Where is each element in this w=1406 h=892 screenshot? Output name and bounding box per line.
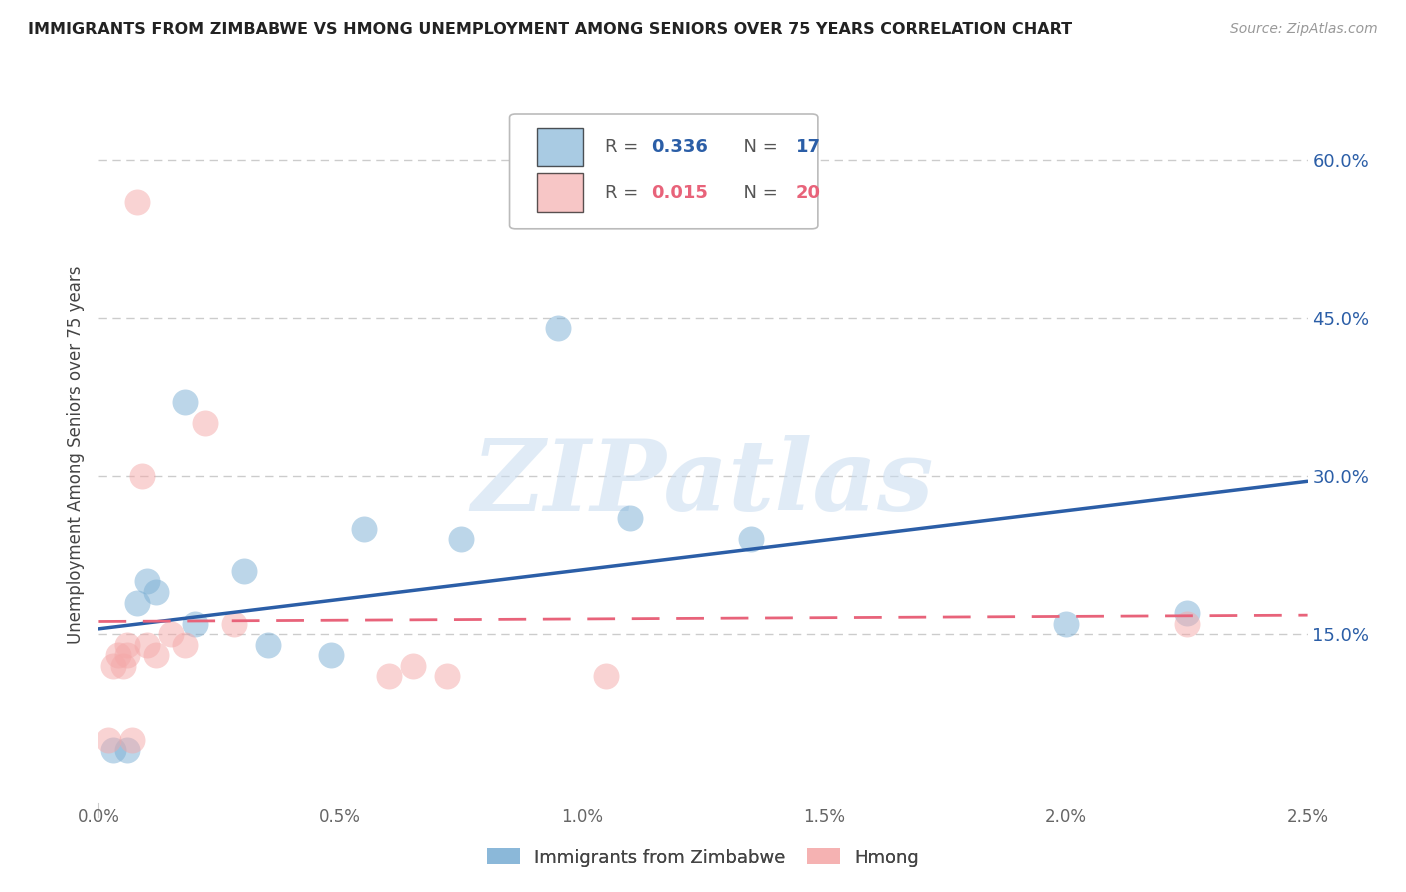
Point	[135, 574, 157, 589]
Point	[117, 648, 139, 663]
Text: 0.015: 0.015	[651, 184, 707, 202]
Point	[402, 658, 425, 673]
Point	[595, 669, 617, 683]
Point	[319, 648, 342, 663]
FancyBboxPatch shape	[509, 114, 818, 229]
Text: ZIPatlas: ZIPatlas	[472, 434, 934, 531]
Point	[101, 743, 124, 757]
Point	[145, 648, 167, 663]
Point	[232, 564, 254, 578]
Point	[194, 417, 217, 431]
Point	[740, 533, 762, 547]
Point	[131, 469, 153, 483]
Text: Source: ZipAtlas.com: Source: ZipAtlas.com	[1230, 22, 1378, 37]
FancyBboxPatch shape	[537, 173, 583, 211]
Point	[184, 616, 207, 631]
Point	[174, 395, 197, 409]
Point	[145, 585, 167, 599]
Point	[353, 522, 375, 536]
Point	[121, 732, 143, 747]
Point	[1175, 616, 1198, 631]
FancyBboxPatch shape	[537, 128, 583, 166]
Y-axis label: Unemployment Among Seniors over 75 years: Unemployment Among Seniors over 75 years	[66, 266, 84, 644]
Point	[174, 638, 197, 652]
Point	[619, 511, 641, 525]
Text: IMMIGRANTS FROM ZIMBABWE VS HMONG UNEMPLOYMENT AMONG SENIORS OVER 75 YEARS CORRE: IMMIGRANTS FROM ZIMBABWE VS HMONG UNEMPL…	[28, 22, 1073, 37]
Text: 17: 17	[796, 137, 821, 156]
Point	[436, 669, 458, 683]
Point	[97, 732, 120, 747]
Text: N =: N =	[733, 137, 783, 156]
Point	[111, 658, 134, 673]
Point	[547, 321, 569, 335]
Text: 20: 20	[796, 184, 821, 202]
Point	[1175, 606, 1198, 620]
Point	[127, 194, 149, 209]
Point	[1054, 616, 1077, 631]
Point	[160, 627, 183, 641]
Point	[101, 658, 124, 673]
Point	[117, 638, 139, 652]
Legend: Immigrants from Zimbabwe, Hmong: Immigrants from Zimbabwe, Hmong	[479, 841, 927, 874]
Point	[377, 669, 399, 683]
Point	[107, 648, 129, 663]
Point	[135, 638, 157, 652]
Point	[117, 743, 139, 757]
Point	[222, 616, 245, 631]
Point	[256, 638, 278, 652]
Text: R =: R =	[605, 137, 644, 156]
Text: R =: R =	[605, 184, 644, 202]
Text: N =: N =	[733, 184, 783, 202]
Point	[450, 533, 472, 547]
Point	[127, 595, 149, 609]
Text: 0.336: 0.336	[651, 137, 707, 156]
